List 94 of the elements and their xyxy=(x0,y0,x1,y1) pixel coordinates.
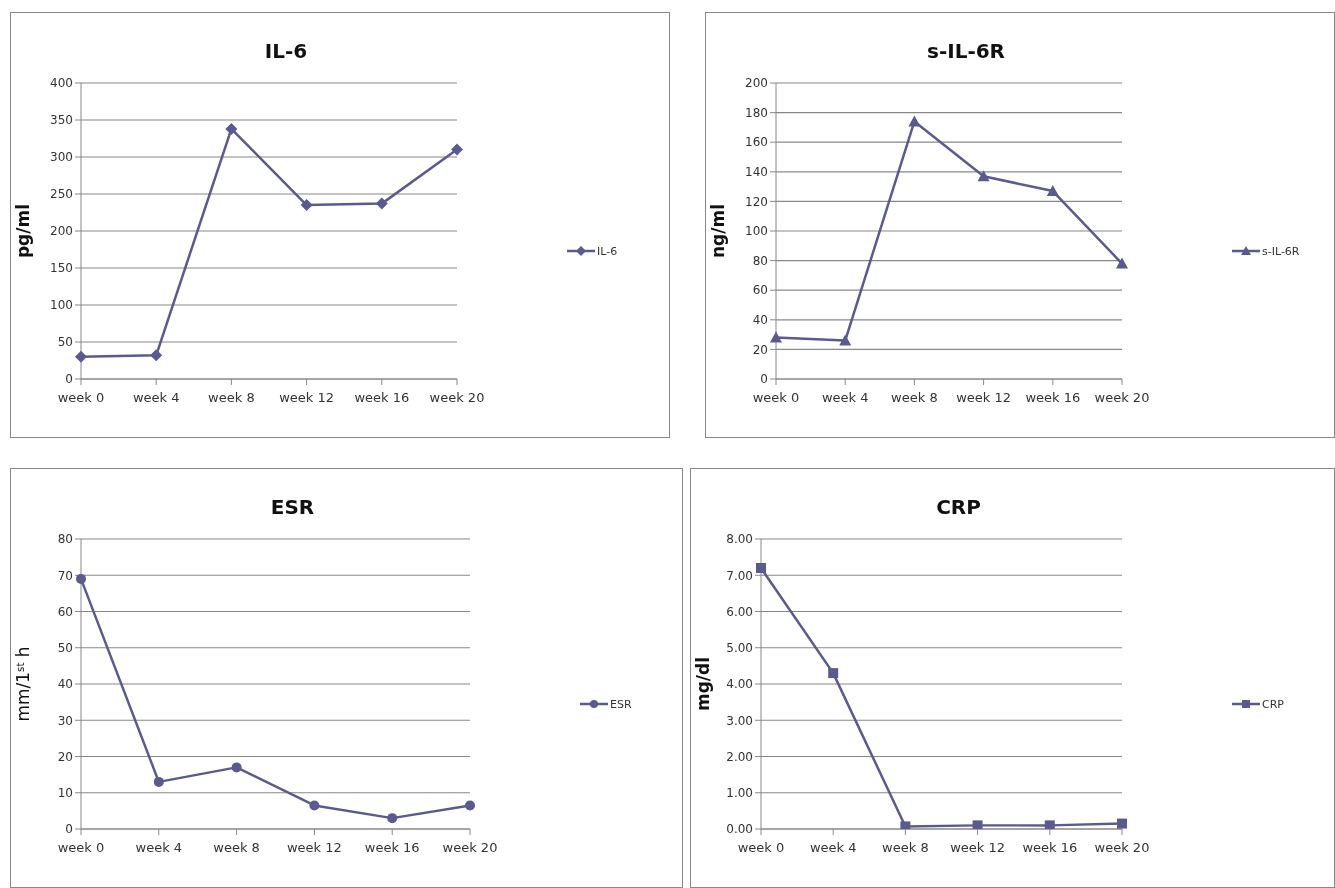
point xyxy=(839,334,852,346)
x-tick-label: week 0 xyxy=(752,390,800,406)
y-tick-label: 50 xyxy=(57,641,73,656)
y-tick-label: 100 xyxy=(745,224,768,239)
chart-title: IL-6 xyxy=(263,39,309,63)
point xyxy=(465,800,475,811)
legend-label: IL-6 xyxy=(597,244,618,258)
point xyxy=(1116,257,1128,269)
y-tick-label: 80 xyxy=(752,253,768,268)
x-tick-label: week 4 xyxy=(821,390,869,406)
x-tick-label: week 8 xyxy=(213,840,260,856)
y-tick-label: 400 xyxy=(50,76,73,91)
y-tick-label: 350 xyxy=(50,113,73,128)
y-tick-label: 200 xyxy=(745,76,768,91)
x-tick-label: week 16 xyxy=(354,390,410,406)
y-tick-label: 1.00 xyxy=(726,786,753,801)
x-tick-label: week 0 xyxy=(57,390,105,406)
x-tick-label: week 12 xyxy=(950,840,1006,856)
point xyxy=(900,821,911,829)
legend-label: s-IL-6R xyxy=(1262,244,1300,258)
y-tick-label: 3.00 xyxy=(726,713,753,728)
x-tick-label: week 12 xyxy=(956,390,1012,406)
y-tick-label: 4.00 xyxy=(726,677,753,692)
y-tick-label: 300 xyxy=(50,150,73,165)
point xyxy=(75,350,87,363)
y-tick-label: 180 xyxy=(745,105,768,120)
y-tick-label: 80 xyxy=(57,532,73,547)
x-tick-label: week 20 xyxy=(429,390,485,406)
y-axis-title: ng/ml xyxy=(708,203,728,259)
point xyxy=(300,199,313,212)
legend-label: CRP xyxy=(1262,697,1284,711)
y-tick-label: 250 xyxy=(50,187,73,202)
y-tick-label: 60 xyxy=(57,604,73,619)
y-tick-label: 7.00 xyxy=(726,568,753,583)
point xyxy=(309,800,320,811)
x-tick-label: week 20 xyxy=(1094,840,1150,856)
x-tick-label: week 0 xyxy=(57,840,105,856)
y-tick-label: 150 xyxy=(50,261,73,276)
x-tick-label: week 12 xyxy=(286,840,342,856)
point xyxy=(451,143,463,156)
y-tick-label: 30 xyxy=(57,713,73,728)
point xyxy=(375,197,388,210)
y-tick-label: 10 xyxy=(57,786,73,801)
y-tick-label: 140 xyxy=(745,165,768,180)
chart-title: ESR xyxy=(269,495,316,519)
point xyxy=(1117,818,1127,829)
legend-label: ESR xyxy=(610,697,632,711)
y-tick-label: 70 xyxy=(57,568,73,583)
chart-title: CRP xyxy=(935,495,982,519)
y-tick-label: 6.00 xyxy=(726,604,753,619)
y-axis-title: mg/dl xyxy=(693,656,713,712)
point xyxy=(828,668,839,679)
y-tick-label: 100 xyxy=(50,298,73,313)
y-tick-label: 2.00 xyxy=(726,749,753,764)
point xyxy=(153,776,164,787)
y-tick-label: 5.00 xyxy=(726,641,753,656)
y-tick-label: 0 xyxy=(65,372,73,387)
y-axis-title: pg/ml xyxy=(13,203,33,259)
y-tick-label: 20 xyxy=(752,342,768,357)
point xyxy=(225,122,238,135)
x-tick-label: week 8 xyxy=(891,390,938,406)
y-tick-label: 40 xyxy=(57,677,73,692)
x-tick-label: week 12 xyxy=(279,390,335,406)
y-tick-label: 120 xyxy=(745,194,768,209)
point xyxy=(387,813,398,824)
y-tick-label: 50 xyxy=(57,335,73,350)
x-tick-label: week 8 xyxy=(882,840,929,856)
point xyxy=(770,331,782,343)
y-tick-label: 160 xyxy=(745,135,768,150)
point xyxy=(150,349,163,362)
x-tick-label: week 4 xyxy=(809,840,857,856)
point xyxy=(1044,820,1055,829)
point xyxy=(972,820,983,829)
x-tick-label: week 8 xyxy=(208,390,255,406)
y-tick-label: 0.00 xyxy=(726,822,753,837)
x-tick-label: week 20 xyxy=(1094,390,1150,406)
point xyxy=(977,170,990,182)
y-tick-label: 0 xyxy=(65,822,73,837)
y-tick-label: 200 xyxy=(50,224,73,239)
y-tick-label: 20 xyxy=(57,749,73,764)
point xyxy=(231,762,242,773)
x-tick-label: week 4 xyxy=(132,390,180,406)
x-tick-label: week 16 xyxy=(1025,390,1081,406)
y-tick-label: 8.00 xyxy=(726,532,753,547)
chart-title: s-IL-6R xyxy=(926,39,1006,63)
x-tick-label: week 20 xyxy=(442,840,498,856)
y-tick-label: 40 xyxy=(752,313,768,328)
point xyxy=(1046,185,1059,197)
y-tick-label: 60 xyxy=(752,283,768,298)
x-tick-label: week 16 xyxy=(1022,840,1078,856)
x-tick-label: week 0 xyxy=(737,840,785,856)
x-tick-label: week 16 xyxy=(364,840,420,856)
x-tick-label: week 4 xyxy=(135,840,183,856)
y-tick-label: 0 xyxy=(760,372,768,387)
